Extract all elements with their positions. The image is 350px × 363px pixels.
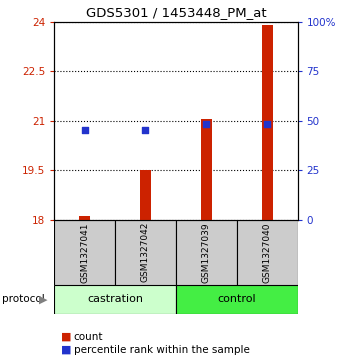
Bar bbox=[115, 220, 176, 285]
Text: protocol: protocol bbox=[2, 294, 44, 305]
Text: GSM1327041: GSM1327041 bbox=[80, 222, 89, 282]
Point bbox=[264, 121, 270, 127]
Bar bbox=[79, 216, 90, 220]
Text: ▶: ▶ bbox=[38, 294, 47, 305]
Bar bbox=[140, 170, 151, 220]
Point bbox=[143, 127, 148, 133]
Text: ■: ■ bbox=[61, 332, 72, 342]
Text: control: control bbox=[217, 294, 256, 305]
Bar bbox=[261, 25, 273, 220]
Text: ■: ■ bbox=[61, 345, 72, 355]
Text: percentile rank within the sample: percentile rank within the sample bbox=[74, 345, 249, 355]
Point bbox=[82, 127, 88, 133]
Bar bbox=[237, 220, 298, 285]
Text: castration: castration bbox=[87, 294, 143, 305]
Bar bbox=[176, 220, 237, 285]
Point bbox=[203, 121, 209, 127]
Text: GSM1327039: GSM1327039 bbox=[202, 222, 211, 283]
Text: count: count bbox=[74, 332, 103, 342]
Bar bbox=[176, 285, 298, 314]
Text: GSM1327040: GSM1327040 bbox=[262, 222, 272, 282]
Title: GDS5301 / 1453448_PM_at: GDS5301 / 1453448_PM_at bbox=[85, 6, 266, 19]
Bar bbox=[54, 285, 176, 314]
Bar bbox=[201, 119, 212, 220]
Text: GSM1327042: GSM1327042 bbox=[141, 222, 150, 282]
Bar bbox=[54, 220, 115, 285]
